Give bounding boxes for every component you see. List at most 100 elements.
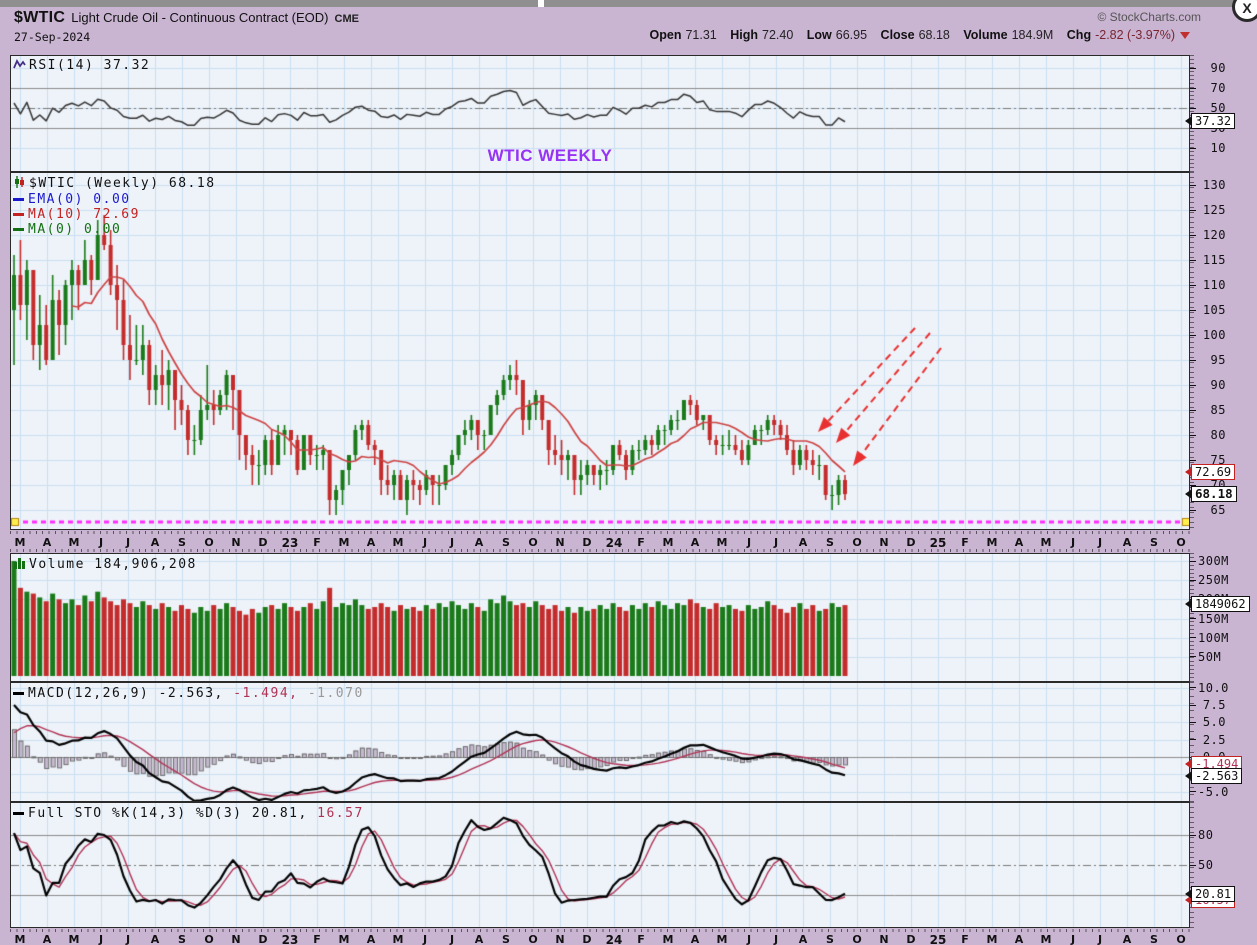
x-axis2-month-label: A bbox=[150, 933, 160, 945]
x-axis-month-label: S bbox=[1150, 536, 1158, 549]
rsi-panel bbox=[10, 55, 1190, 172]
y-axis-tick bbox=[1190, 773, 1196, 775]
x-axis2-month-label: A bbox=[42, 933, 52, 945]
y-axis-tick-label: 0.0 bbox=[1202, 750, 1226, 764]
x-axis2-month-label: S bbox=[502, 933, 510, 945]
volume-label: Volume bbox=[963, 28, 1008, 42]
ma0-legend-text: MA(0) 0.00 bbox=[28, 222, 122, 237]
macd-panel bbox=[10, 682, 1190, 802]
low-value: 66.95 bbox=[835, 28, 868, 42]
x-axis2-month-label: S bbox=[826, 933, 834, 945]
y-axis-tick bbox=[1190, 209, 1196, 211]
y-axis-tick bbox=[1190, 864, 1196, 866]
y-axis-tick-label: 70 bbox=[1210, 81, 1226, 95]
y-axis-tick bbox=[1190, 359, 1196, 361]
volume-bars-icon bbox=[14, 558, 25, 569]
widget-circle-button[interactable]: X bbox=[1232, 0, 1257, 22]
x-axis2-month-label: J bbox=[422, 933, 428, 945]
y-axis-tick-label: 110 bbox=[1202, 278, 1226, 292]
x-axis2-minor-ticks bbox=[10, 929, 1190, 932]
y-axis-tick bbox=[1190, 234, 1196, 236]
y-axis-tick-label: 105 bbox=[1202, 303, 1226, 317]
y-axis-minor-ticks bbox=[1190, 553, 1194, 682]
x-axis-minor-ticks-top bbox=[10, 531, 1190, 534]
price-legend-symbol: $WTIC (Weekly) 68.18 bbox=[13, 176, 216, 191]
close-value-callout: 68.18 bbox=[1185, 486, 1237, 503]
quote-summary-row: Open 71.31 High 72.40 Low 66.95 Close 68.18 … bbox=[640, 28, 1190, 42]
y-axis-tick-label: 80 bbox=[1198, 828, 1214, 842]
x-axis2-month-label: J bbox=[125, 933, 131, 945]
y-axis-tick bbox=[1190, 147, 1196, 149]
y-axis-tick bbox=[1190, 791, 1196, 793]
y-axis-tick-label: 90 bbox=[1210, 378, 1226, 392]
x-axis-month-label: M bbox=[338, 536, 350, 549]
stoch-d-callout: 16.57 bbox=[1184, 892, 1236, 908]
y-axis-tick-label: 10 bbox=[1210, 141, 1226, 155]
x-axis-month-label: D bbox=[906, 536, 916, 549]
y-axis-tick-label: 100M bbox=[1198, 630, 1229, 645]
x-axis-month-label: F bbox=[637, 536, 645, 549]
chart-watermark: WTIC WEEKLY bbox=[487, 146, 613, 165]
x-axis2-month-label: M bbox=[662, 933, 674, 945]
x-axis2-month-label: N bbox=[879, 933, 889, 945]
x-axis-month-label: S bbox=[826, 536, 834, 549]
symbol-label: $WTIC bbox=[14, 9, 66, 26]
x-axis2-month-label: 23 bbox=[281, 933, 299, 945]
x-axis-month-label: J bbox=[422, 536, 428, 549]
price-canvas bbox=[11, 173, 1189, 529]
stochastic-legend: Full STO %K(14,3) %D(3) 20.81, 16.57 bbox=[13, 806, 364, 821]
y-axis-tick bbox=[1190, 334, 1196, 336]
stoch-d-value: 16.57 bbox=[317, 806, 364, 821]
x-axis2-month-label: S bbox=[178, 933, 186, 945]
y-axis-tick bbox=[1190, 184, 1196, 186]
high-label: High bbox=[730, 28, 759, 42]
y-axis-tick-label: 7.5 bbox=[1202, 698, 1226, 713]
chg-down-triangle-icon bbox=[1180, 32, 1190, 39]
y-axis-tick-label: 150M bbox=[1198, 611, 1229, 626]
stochastic-canvas bbox=[11, 803, 1189, 927]
x-axis2-month-label: A bbox=[474, 933, 484, 945]
y-axis-tick bbox=[1190, 756, 1196, 758]
x-axis2-month-label: J bbox=[1070, 933, 1076, 945]
chart-date: 27-Sep-2024 bbox=[14, 30, 91, 44]
macd-legend-text: MACD(12,26,9) -2.563, bbox=[28, 686, 224, 701]
x-axis2-month-label: J bbox=[773, 933, 779, 945]
y-axis-tick-label: 300M bbox=[1198, 554, 1229, 568]
x-axis-month-label: J bbox=[1070, 536, 1076, 549]
macd-signal-callout: -1.494 bbox=[1184, 756, 1243, 772]
y-axis-tick-label: 5.0 bbox=[1202, 715, 1226, 730]
x-axis2-month-label: M bbox=[392, 933, 404, 945]
x-axis2-month-label: A bbox=[798, 933, 808, 945]
x-axis2-month-label: F bbox=[637, 933, 645, 945]
y-axis-tick-label: 125 bbox=[1202, 203, 1226, 217]
stoch-k-callout: 20.81 bbox=[1184, 886, 1236, 902]
ma10-legend: MA(10) 72.69 bbox=[13, 207, 140, 222]
y-axis-tick bbox=[1190, 409, 1196, 411]
x-axis-month-label: M bbox=[14, 536, 26, 549]
rsi-legend: RSI(14) 37.32 bbox=[13, 58, 150, 73]
x-axis2-month-label: F bbox=[961, 933, 969, 945]
instrument-name: Light Crude Oil - Continuous Contract (E… bbox=[71, 10, 329, 25]
y-axis-tick bbox=[1190, 484, 1196, 486]
open-label: Open bbox=[649, 28, 682, 42]
y-axis-tick bbox=[1190, 309, 1196, 311]
x-axis-month-label: F bbox=[313, 536, 321, 549]
y-axis-tick-label: 50 bbox=[1198, 858, 1214, 872]
x-axis-month-label: O bbox=[204, 536, 214, 549]
x-axis2-month-label: J bbox=[449, 933, 455, 945]
x-axis-month-label: A bbox=[1014, 536, 1024, 549]
x-axis-month-label: 25 bbox=[929, 536, 947, 550]
x-axis2-month-label: O bbox=[528, 933, 538, 945]
volume-value-callout: 1849062 bbox=[1185, 595, 1250, 612]
macd-line-swatch bbox=[13, 692, 24, 695]
x-axis-bottom: M A M J J A S O N D 23 F M A M J J A S O N D 24 F M A M J J A S O N D 25 F M… bbox=[0, 933, 1257, 945]
stoch-line-swatch bbox=[13, 812, 24, 815]
volume-panel bbox=[10, 553, 1190, 682]
x-axis-month-label: N bbox=[879, 536, 889, 549]
y-axis-tick bbox=[1190, 579, 1196, 581]
x-axis-mid: M A M J J A S O N D 23 F M A M J J A S O N D 24 F M A M J J A S O N D 25 F M… bbox=[0, 536, 1257, 550]
y-axis-tick-label: 2.5 bbox=[1202, 732, 1226, 747]
x-axis2-month-label: M bbox=[68, 933, 80, 945]
x-axis2-month-label: M bbox=[716, 933, 728, 945]
macd-canvas bbox=[11, 683, 1189, 801]
